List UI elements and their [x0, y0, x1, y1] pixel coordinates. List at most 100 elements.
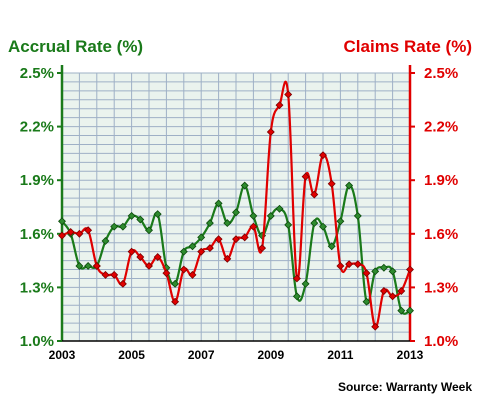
claims-data-point: [214, 235, 223, 244]
accrual-data-point: [188, 242, 197, 251]
right-y-tick-label: 1.0%: [424, 333, 458, 350]
claims-data-point: [379, 287, 388, 295]
claims-data-point: [249, 222, 258, 231]
claims-data-point: [188, 270, 197, 279]
accrual-data-point: [84, 261, 93, 270]
accrual-data-point: [58, 217, 66, 226]
right-y-tick-label: 1.6%: [424, 226, 458, 243]
claims-data-point: [258, 244, 267, 253]
left-y-tick-label: 1.3%: [20, 279, 54, 296]
right-y-tick-label: 1.3%: [424, 279, 458, 296]
accrual-data-point: [75, 261, 84, 270]
claims-data-point: [127, 247, 136, 256]
accrual-data-point: [353, 211, 362, 220]
claims-data-point: [266, 127, 275, 136]
claims-data-point: [66, 228, 75, 236]
grid: [61, 72, 411, 342]
claims-data-point: [292, 274, 301, 283]
claims-data-point: [197, 247, 206, 256]
claims-data-point: [205, 244, 214, 253]
accrual-data-point: [197, 233, 206, 242]
claims-data-point: [388, 292, 397, 301]
claims-data-point: [136, 253, 145, 261]
right-y-tick-label: 2.5%: [424, 65, 458, 82]
x-tick-label: 2009: [257, 348, 284, 362]
claims-data-point: [179, 265, 188, 274]
claims-data-point: [92, 261, 101, 270]
accrual-data-point: [179, 247, 188, 256]
right-axis-title: Claims Rate (%): [344, 37, 472, 56]
claims-data-point: [110, 270, 119, 279]
accrual-data-point: [205, 219, 214, 228]
claims-data-point: [327, 179, 336, 188]
claims-data-point: [232, 235, 240, 244]
accrual-data-point: [379, 263, 388, 272]
accrual-data-point: [336, 217, 345, 226]
right-y-tick-label: 2.2%: [424, 119, 458, 136]
axes: [57, 65, 415, 342]
series: [58, 80, 414, 331]
claims-data-point: [336, 261, 345, 270]
x-tick-label: 2011: [327, 348, 353, 362]
accrual-data-point: [145, 226, 153, 235]
claims-data-point: [162, 269, 171, 278]
accrual-data-point: [345, 181, 354, 190]
left-axis-title: Accrual Rate (%): [8, 37, 143, 56]
claims-data-point: [353, 260, 362, 269]
accrual-data-point: [223, 219, 232, 228]
accrual-data-point: [249, 211, 258, 220]
tick-labels: 2.5% 2.2% 1.9% 1.6% 1.3% 1.0% 2.5% 2.2% 1.9% 1.6%…: [20, 65, 458, 362]
claims-data-point: [371, 322, 380, 331]
accrual-data-point: [388, 267, 397, 276]
source-note: Source: Warranty Week: [338, 380, 472, 394]
claims-data-point: [310, 190, 319, 199]
accrual-data-point: [397, 306, 406, 315]
accrual-data-point: [406, 306, 414, 315]
left-y-tick-label: 2.2%: [20, 119, 54, 136]
x-tick-label: 2007: [188, 348, 215, 362]
accrual-data-point: [136, 215, 145, 224]
right-y-tick-label: 1.9%: [424, 172, 458, 189]
accrual-data-point: [153, 210, 162, 219]
claims-data-point: [397, 287, 406, 295]
accrual-data-point: [292, 292, 301, 301]
claims-data-point: [118, 279, 127, 288]
accrual-data-point: [232, 208, 240, 217]
left-y-tick-label: 1.9%: [20, 172, 54, 189]
accrual-data-point: [118, 222, 127, 231]
accrual-data-point: [275, 204, 284, 213]
accrual-data-point: [371, 267, 380, 276]
claims-data-point: [301, 172, 310, 181]
claims-data-point: [275, 101, 284, 110]
left-y-tick-label: 2.5%: [20, 65, 54, 82]
claims-data-point: [240, 233, 249, 242]
accrual-data-point: [240, 181, 249, 190]
left-y-tick-label: 1.6%: [20, 226, 54, 243]
claims-data-point: [75, 229, 84, 238]
claims-data-point: [362, 269, 371, 278]
x-tick-label: 2003: [49, 348, 76, 362]
claims-data-point: [84, 226, 93, 235]
x-tick-label: 2013: [397, 348, 424, 362]
x-tick-label: 2005: [118, 348, 145, 362]
claims-data-point: [145, 261, 153, 270]
claims-data-point: [319, 151, 327, 160]
claims-data-point: [101, 270, 110, 279]
claims-data-point: [58, 231, 66, 240]
claims-data-point: [223, 254, 232, 263]
accrual-data-point: [266, 211, 275, 220]
claims-data-point: [406, 265, 414, 274]
accrual-data-point: [101, 236, 110, 245]
accrual-data-point: [284, 220, 293, 229]
accrual-data-point: [110, 222, 119, 231]
accrual-data-point: [127, 211, 136, 220]
claims-data-point: [153, 253, 162, 261]
left-y-tick-label: 1.0%: [20, 333, 54, 350]
accrual-data-point: [301, 279, 310, 288]
claims-data-point: [284, 90, 293, 99]
accrual-data-point: [362, 297, 371, 306]
accrual-data-point: [310, 219, 319, 228]
accrual-data-point: [214, 199, 223, 208]
accrual-data-point: [327, 242, 336, 251]
